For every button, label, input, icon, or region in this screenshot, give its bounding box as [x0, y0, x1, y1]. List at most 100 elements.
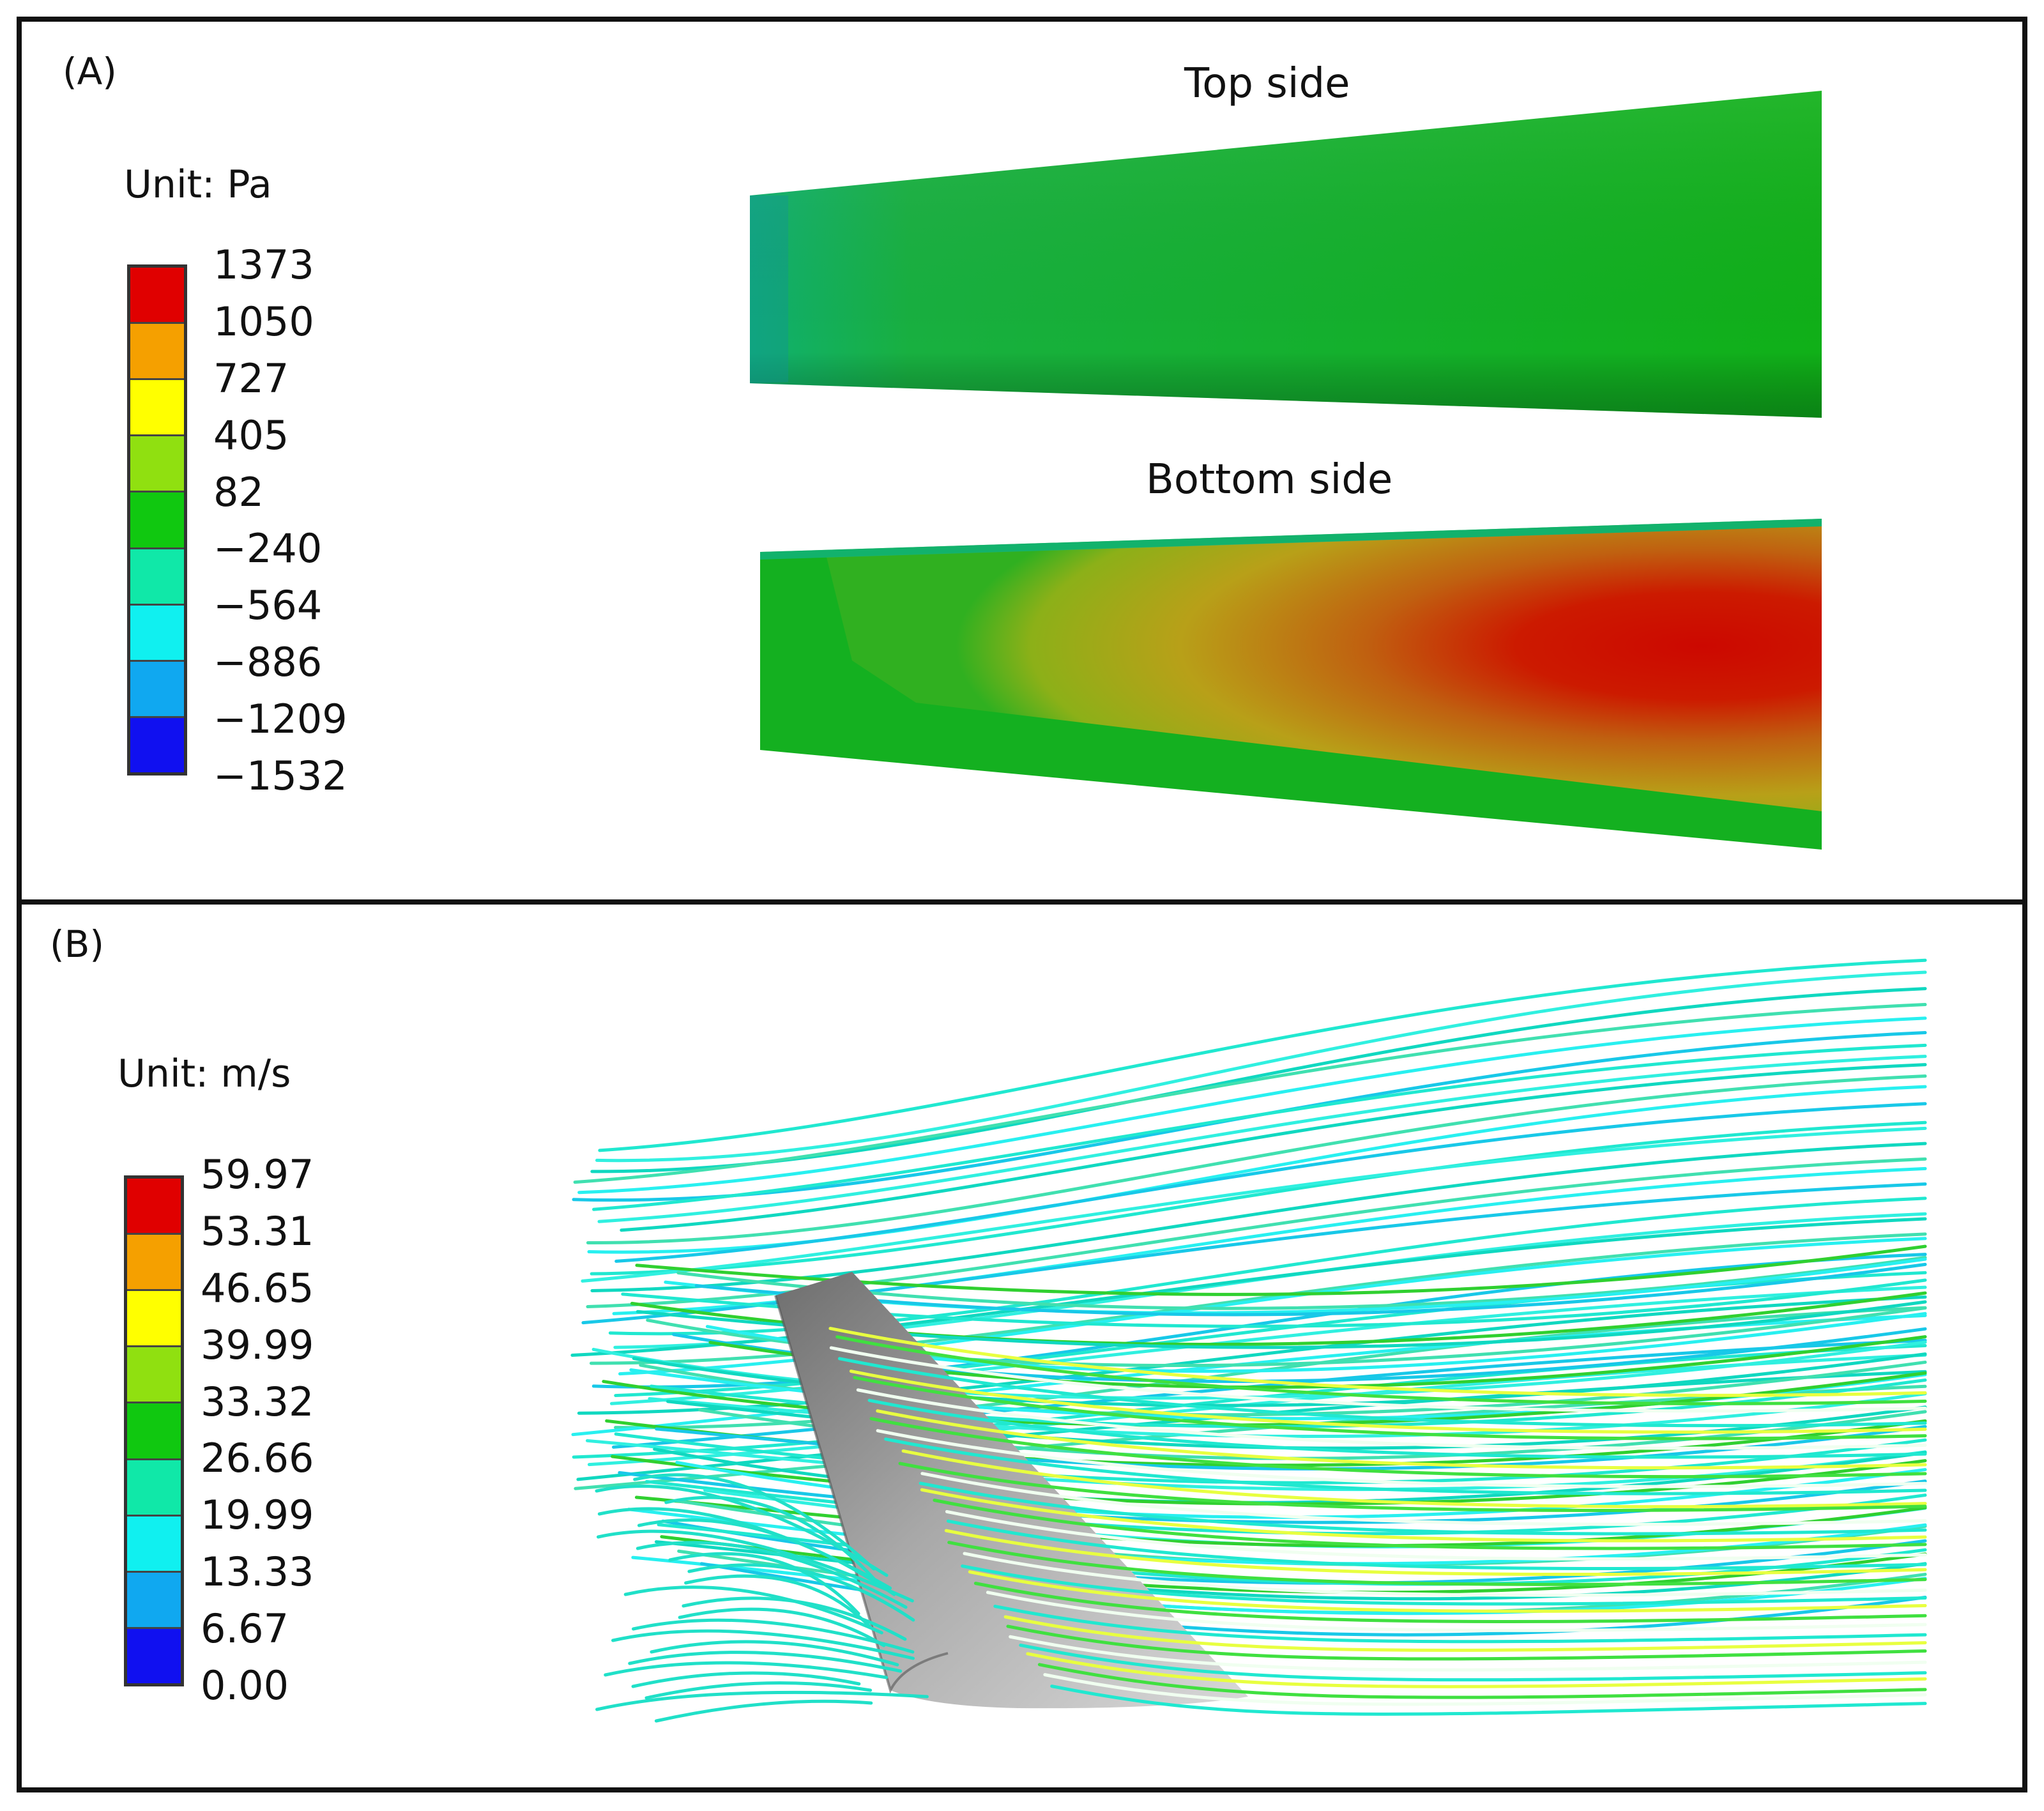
- streamline: [1006, 1624, 1927, 1661]
- streamline: [614, 1102, 1927, 1263]
- streamline: [986, 1591, 1927, 1632]
- legend-tick-label: 0.00: [201, 1662, 289, 1709]
- top-side-surface: [750, 91, 1822, 418]
- streamline: [597, 1529, 914, 1603]
- streamline: [611, 1338, 1927, 1449]
- color-bar-segment: [127, 1345, 181, 1402]
- streamline: [650, 1640, 899, 1667]
- legend-tick-label: 39.99: [201, 1321, 314, 1368]
- streamline: [853, 1375, 1927, 1440]
- streamline: [644, 1681, 873, 1700]
- legend-tick-label: −1209: [213, 696, 347, 743]
- streamline: [1050, 1685, 1927, 1716]
- streamline: [590, 1120, 1927, 1276]
- streamline: [628, 1651, 903, 1673]
- streamline: [876, 1429, 1927, 1488]
- streamline: [592, 1043, 1927, 1211]
- color-bar-segment: [130, 603, 184, 660]
- streamline: [595, 1690, 929, 1711]
- color-bar-segment: [130, 268, 184, 323]
- streamline: [591, 1253, 1927, 1389]
- streamline: [869, 1417, 1927, 1479]
- panel-b-unit: Unit: m/s: [118, 1051, 291, 1096]
- legend-tick-label: 13.33: [201, 1548, 314, 1596]
- streamline: [933, 1499, 1927, 1550]
- streamline: [919, 1481, 1927, 1536]
- streamline: [636, 1541, 908, 1609]
- streamline: [699, 1562, 1927, 1637]
- streamline-visualization: [570, 958, 1927, 1723]
- streamline: [660, 1535, 1927, 1594]
- streamline: [573, 1003, 1927, 1184]
- streamline: [829, 1346, 1927, 1413]
- streamline: [867, 1398, 1927, 1459]
- streamline: [621, 1278, 1927, 1328]
- streamline: [1043, 1673, 1927, 1706]
- color-bar-segment: [130, 378, 184, 435]
- streamline: [946, 1519, 1927, 1570]
- streamline: [590, 1142, 1927, 1292]
- legend-tick-label: 53.31: [201, 1207, 314, 1255]
- color-bar-segment: [127, 1289, 181, 1346]
- streamline: [668, 1552, 860, 1616]
- streamline: [577, 1016, 1927, 1195]
- legend-tick-label: −240: [213, 525, 323, 572]
- streamline: [570, 1217, 1927, 1357]
- color-bar-segment: [127, 1514, 181, 1571]
- streamline: [901, 1449, 1927, 1509]
- pressure-contour-surfaces: [750, 91, 1822, 850]
- streamline: [944, 1529, 1927, 1577]
- streamline: [604, 1661, 889, 1679]
- streamline: [597, 1055, 1927, 1223]
- streamline: [828, 1327, 1927, 1397]
- color-bar-segment: [127, 1626, 181, 1683]
- panel-b-velocity: (B) Unit: m/s 59.97 53.31 46.65 39.99 33.32 2…: [17, 899, 2027, 1792]
- streamline: [664, 1495, 878, 1584]
- legend-tick-label: 82: [213, 468, 264, 516]
- bottom-side-caption: Bottom side: [1146, 456, 1393, 503]
- streamline: [1003, 1615, 1927, 1652]
- velocity-legend-ticks: 59.97 53.31 46.65 39.99 33.32 26.66 19.99 13.33…: [201, 1155, 392, 1709]
- panel-a-unit: Unit: Pa: [124, 162, 272, 207]
- legend-tick-label: −1532: [213, 753, 347, 799]
- streamline: [611, 1629, 915, 1660]
- streamline: [687, 1563, 915, 1622]
- streamline: [654, 1540, 1927, 1601]
- streamline: [963, 1552, 1927, 1597]
- streamline: [631, 1671, 861, 1688]
- streamline: [1037, 1663, 1927, 1699]
- legend-tick-label: −564: [213, 582, 323, 629]
- streamline: [961, 1564, 1927, 1606]
- color-bar-segment: [130, 659, 184, 716]
- legend-tick-label: 727: [213, 355, 289, 402]
- streamline: [675, 1460, 1927, 1519]
- color-bar-segment: [130, 322, 184, 379]
- streamline: [876, 1409, 1927, 1470]
- legend-tick-label: 46.65: [201, 1264, 314, 1311]
- streamline: [586, 1074, 1927, 1244]
- streamline: [654, 1699, 873, 1723]
- legend-tick-label: 19.99: [201, 1492, 314, 1539]
- bottom-side-surface: [760, 519, 1822, 850]
- color-bar-segment: [127, 1458, 181, 1515]
- streamline: [898, 1462, 1927, 1513]
- top-side-caption: Top side: [1184, 60, 1350, 107]
- streamline: [837, 1357, 1927, 1428]
- streamline: [678, 1607, 886, 1647]
- color-bar-segment: [127, 1402, 181, 1458]
- color-bar-segment: [130, 491, 184, 547]
- streamline: [835, 1335, 1927, 1405]
- streamline: [920, 1488, 1927, 1543]
- streamline: [655, 1425, 1927, 1471]
- streamline: [637, 1518, 896, 1596]
- streamline: [884, 1437, 1927, 1495]
- pressure-legend-ticks: 1373 1050 727 405 82 −240 −564 −886 −1209 −1532: [213, 245, 405, 799]
- legend-tick-label: 405: [213, 411, 289, 459]
- streamline: [682, 1596, 907, 1641]
- legend-tick-label: 6.67: [201, 1605, 289, 1653]
- streamlines-foreground: [595, 1327, 1927, 1723]
- streamline: [632, 1618, 915, 1654]
- streamline: [650, 1378, 1927, 1428]
- velocity-color-bar: [124, 1175, 184, 1686]
- streamline: [849, 1370, 1927, 1434]
